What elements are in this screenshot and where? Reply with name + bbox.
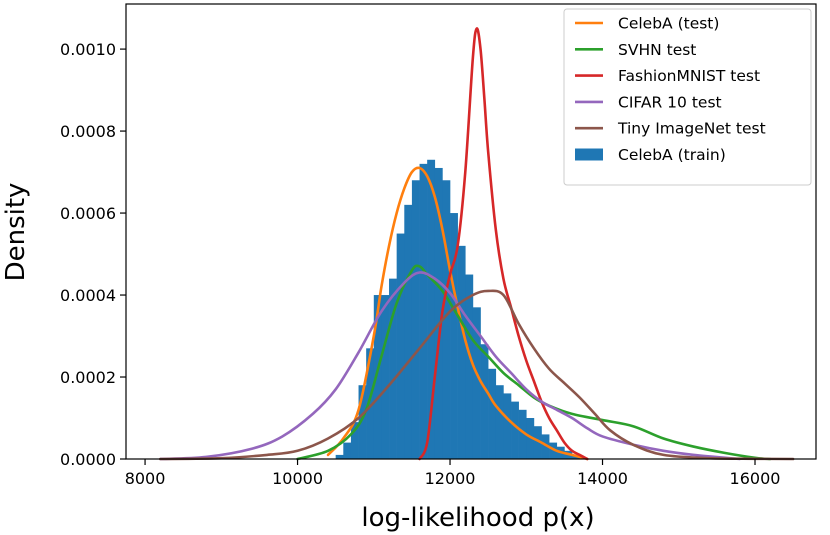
histogram-bar [526,418,535,459]
histogram-bar [381,295,390,459]
y-axis-ticks: 0.0000 0.0002 0.0004 0.0006 0.0008 0.0010 [60,40,126,469]
histogram-bar [434,167,443,459]
series-line-tiny-imagenet-test [159,289,795,461]
series-line-cifar-10-test [159,271,742,461]
y-tick-label: 0.0004 [60,286,116,305]
histogram-bar [427,159,436,459]
histogram-bar [366,348,375,459]
histogram-bar [480,344,489,459]
legend: CelebA (test) SVHN test FashionMNIST test C… [563,8,812,186]
y-tick-label: 0.0000 [60,450,116,469]
histogram-bar [411,180,420,459]
histogram-bar [465,274,474,459]
y-tick-label: 0.0010 [60,40,116,59]
legend-label: CelebA (train) [618,146,726,164]
histogram-bar [541,434,550,459]
histogram-bar [404,204,413,459]
legend-items: CelebA (test) SVHN test FashionMNIST test C… [575,15,766,164]
x-tick-label: 10000 [272,469,323,488]
histogram-bar [503,393,512,459]
histogram-bar [335,454,344,459]
plot-frame [125,3,817,460]
histogram-layer [335,159,580,460]
histogram-bar [419,163,428,460]
histogram-bar [442,180,451,459]
histogram-bar [358,385,367,459]
histogram-bar [488,368,497,459]
series-layer [159,27,795,461]
legend-frame [563,8,812,186]
histogram-bar [457,245,466,459]
legend-label: SVHN test [618,41,696,59]
legend-bar-swatch [575,148,603,161]
y-tick-label: 0.0008 [60,122,116,141]
legend-label: Tiny ImageNet test [617,120,766,138]
histogram-bar [495,385,504,459]
x-axis-ticks: 8000 10000 12000 14000 16000 [125,459,781,488]
series-line-celeba-test [326,166,589,461]
histogram-bar [450,213,458,459]
histogram-bar [343,442,352,459]
y-axis-label: Density [1,183,31,282]
histogram-bar [511,401,519,459]
histogram-bar [472,307,481,459]
y-tick-label: 0.0002 [60,368,116,387]
x-tick-label: 8000 [125,469,166,488]
histogram-bar [350,422,359,459]
x-axis-label: log-likelihood p(x) [361,503,594,533]
histogram-bar [549,442,558,459]
legend-label: CIFAR 10 test [618,93,722,111]
histogram-bar [533,426,542,459]
legend-label: FashionMNIST test [618,67,760,85]
histogram-bar [389,278,397,459]
legend-label: CelebA (test) [618,15,719,33]
series-line-svhn-test [296,264,772,461]
series-line-fashionmnist-test [418,27,589,461]
plot-area [125,3,817,461]
histogram-bar [518,409,527,459]
histogram-bar [396,233,405,459]
x-tick-label: 16000 [730,469,781,488]
x-tick-label: 14000 [577,469,628,488]
x-tick-label: 12000 [425,469,476,488]
y-tick-label: 0.0006 [60,204,116,223]
histogram-bar [373,295,382,459]
